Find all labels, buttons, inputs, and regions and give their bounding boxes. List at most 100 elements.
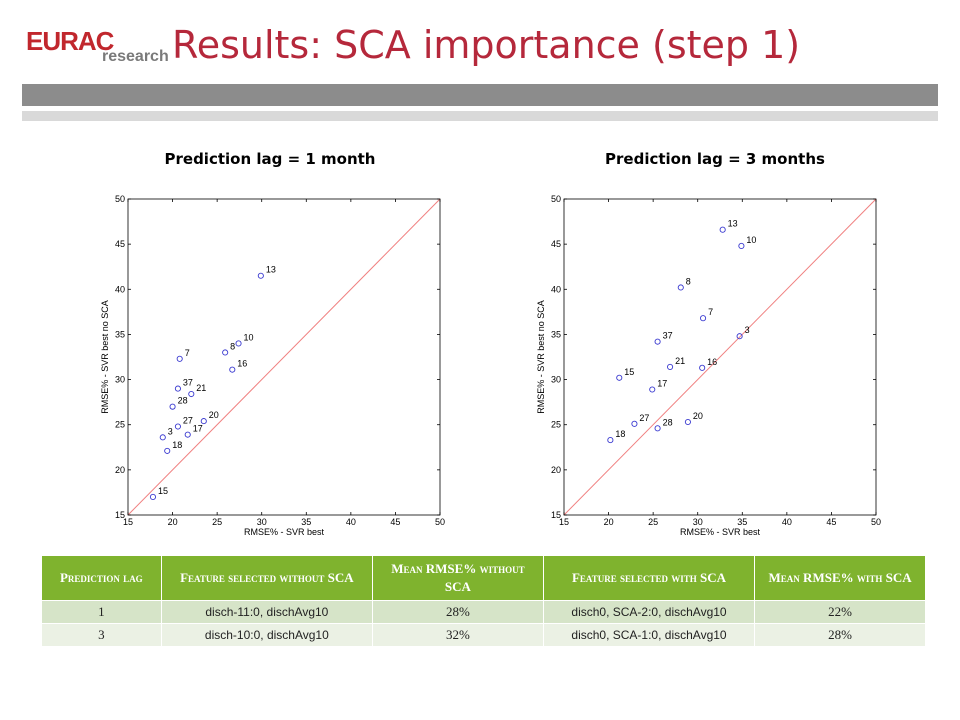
table-row: 1 disch-11:0, dischAvg10 28% disch0, SCA… (42, 600, 926, 624)
data-point-label: 8 (686, 276, 691, 286)
data-point (649, 386, 656, 393)
data-point-label: 27 (639, 413, 649, 423)
x-tick-label: 15 (559, 517, 569, 527)
cell-lag: 3 (42, 623, 162, 646)
data-point (184, 431, 191, 438)
y-tick-label: 30 (551, 375, 561, 385)
data-point (719, 226, 726, 233)
x-axis-label: RMSE% - SVR best (680, 527, 761, 537)
data-point (169, 403, 176, 410)
header-divider-dark (22, 84, 938, 106)
x-tick-label: 30 (257, 517, 267, 527)
reference-line (127, 198, 441, 516)
data-point (738, 242, 745, 249)
x-tick-label: 40 (346, 517, 356, 527)
data-point-label: 13 (266, 265, 276, 275)
cell-rmse-without-sca: 28% (372, 600, 544, 624)
y-tick-label: 25 (551, 420, 561, 430)
data-point (229, 366, 236, 373)
data-point-label: 13 (728, 219, 738, 229)
cell-rmse-with-sca: 22% (754, 600, 926, 624)
x-tick-label: 30 (693, 517, 703, 527)
y-axis-label: RMSE% - SVR best no SCA (536, 300, 546, 414)
header-feature-without-sca: Feature selected without SCA (161, 556, 374, 601)
cell-feature-with-sca: disch0, SCA-2:0, dischAvg10 (543, 600, 756, 624)
x-tick-label: 20 (168, 517, 178, 527)
data-point (654, 338, 661, 345)
cell-rmse-with-sca: 28% (754, 623, 926, 646)
y-tick-label: 20 (115, 465, 125, 475)
y-tick-label: 45 (115, 239, 125, 249)
scatter-chart-lag1: 15 20 25 30 35 40 45 50 15 20 25 30 35 40 45 50 RMSE% - … (100, 194, 445, 537)
data-point (684, 418, 691, 426)
data-point-label: 28 (663, 417, 673, 427)
data-point (174, 423, 181, 430)
cell-rmse-without-sca: 32% (372, 623, 544, 646)
y-tick-label: 30 (115, 375, 125, 385)
data-point-label: 3 (168, 426, 173, 436)
data-point-label: 8 (230, 341, 235, 351)
plot-frame (127, 198, 441, 516)
header-rmse-without-sca: Mean RMSE% without SCA (372, 556, 544, 601)
x-tick-label: 15 (123, 517, 133, 527)
y-tick-label: 25 (115, 420, 125, 430)
data-point-label: 21 (196, 383, 206, 393)
y-tick-label: 15 (115, 510, 125, 520)
y-axis-label: RMSE% - SVR best no SCA (100, 300, 110, 414)
y-tick-label: 50 (115, 194, 125, 204)
data-point (616, 374, 623, 381)
data-point-label: 20 (209, 410, 219, 420)
data-point-label: 7 (185, 348, 190, 358)
y-tick-label: 35 (115, 329, 125, 339)
logo-brand: EURAC (26, 26, 114, 56)
data-point-label: 28 (178, 396, 188, 406)
x-tick-label: 50 (871, 517, 881, 527)
slide-title: Results: SCA importance (step 1) (172, 23, 801, 67)
cell-lag: 1 (42, 600, 162, 624)
data-point (174, 385, 181, 392)
y-tick-label: 40 (551, 284, 561, 294)
x-tick-label: 50 (435, 517, 445, 527)
x-tick-label: 35 (301, 517, 311, 527)
header-rmse-with-sca: Mean RMSE% with SCA (754, 556, 926, 601)
data-point-label: 37 (183, 378, 193, 388)
x-tick-label: 45 (826, 517, 836, 527)
table-header-row: Prediction lag Feature selected without … (42, 556, 926, 601)
data-point-label: 10 (746, 235, 756, 245)
y-tick-label: 15 (551, 510, 561, 520)
data-point (159, 434, 166, 441)
data-point (149, 493, 157, 500)
data-point (176, 355, 183, 362)
data-point (667, 363, 674, 370)
data-point-label: 15 (158, 486, 168, 496)
data-point-label: 7 (708, 307, 713, 317)
data-point-label: 37 (663, 331, 673, 341)
x-tick-label: 25 (648, 517, 658, 527)
data-point-label: 3 (745, 325, 750, 335)
data-point (222, 349, 229, 356)
x-tick-label: 20 (604, 517, 614, 527)
data-point-label: 27 (183, 416, 193, 426)
data-point-label: 20 (693, 411, 703, 421)
y-tick-label: 20 (551, 465, 561, 475)
x-tick-label: 35 (737, 517, 747, 527)
cell-feature-without-sca: disch-10:0, dischAvg10 (161, 623, 374, 646)
header-divider-light (22, 111, 938, 121)
data-point (164, 447, 171, 454)
scatter-chart-lag3: 15 20 25 30 35 40 45 50 15 20 25 30 35 40 45 50 RMSE% - … (536, 194, 881, 537)
data-point-label: 18 (172, 440, 182, 450)
data-point (257, 272, 264, 279)
data-point (654, 425, 661, 432)
data-point (607, 437, 614, 444)
data-point-label: 17 (657, 379, 667, 389)
x-axis-label: RMSE% - SVR best (244, 527, 325, 537)
data-point (736, 333, 743, 340)
data-point (200, 418, 207, 425)
cell-feature-without-sca: disch-11:0, dischAvg10 (161, 600, 374, 624)
y-tick-label: 40 (115, 284, 125, 294)
chart-title-lag1: Prediction lag = 1 month (164, 150, 376, 168)
data-point (235, 340, 242, 347)
data-point-label: 21 (675, 356, 685, 366)
header-prediction-lag: Prediction lag (42, 556, 162, 601)
x-tick-label: 25 (212, 517, 222, 527)
